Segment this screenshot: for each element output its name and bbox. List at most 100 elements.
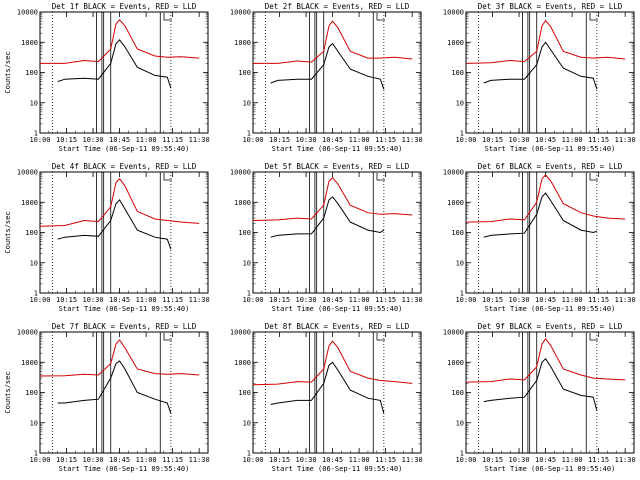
x-tick-label: 10:45 — [322, 296, 343, 304]
panel-title: Det 4f BLACK = Events, RED = LLD — [52, 162, 197, 171]
panel-title: Det 8f BLACK = Events, RED = LLD — [265, 322, 410, 331]
panel-title: Det 6f BLACK = Events, RED = LLD — [478, 162, 623, 171]
y-tick-label: 10000 — [17, 329, 38, 337]
y-tick-label: 100 — [238, 69, 251, 77]
x-tick-label: 11:15 — [588, 136, 609, 144]
detector-panel: Det 4f BLACK = Events, RED = LLD 1 10 100 10… — [4, 162, 210, 313]
events-series-line — [483, 41, 598, 90]
x-axis-label: Start Time (06-Sep-11 09:55:40) — [59, 465, 190, 473]
x-tick-label: 10:45 — [535, 296, 556, 304]
x-axis-label: Start Time (06-Sep-11 09:55:40) — [485, 305, 616, 313]
lld-series-line — [465, 19, 626, 64]
events-series-line — [270, 196, 385, 238]
x-tick-label: 10:00 — [242, 136, 263, 144]
x-tick-label: 11:30 — [402, 456, 423, 464]
y-tick-label: 1000 — [234, 199, 251, 207]
x-tick-label: 10:30 — [509, 136, 530, 144]
y-tick-label: 1 — [247, 290, 251, 298]
x-tick-label: 10:15 — [56, 296, 77, 304]
y-tick-label: 10000 — [443, 329, 464, 337]
events-series-line — [57, 199, 172, 250]
events-series-line — [483, 358, 598, 411]
x-tick-label: 10:15 — [482, 456, 503, 464]
panel-title: Det 5f BLACK = Events, RED = LLD — [265, 162, 410, 171]
panel-title: Det 9f BLACK = Events, RED = LLD — [478, 322, 623, 331]
y-tick-label: 1 — [34, 290, 38, 298]
x-tick-label: 10:15 — [269, 136, 290, 144]
x-axis-label: Start Time (06-Sep-11 09:55:40) — [59, 305, 190, 313]
x-tick-label: 10:30 — [296, 456, 317, 464]
detector-panel: Det 1f BLACK = Events, RED = LLD 1 10 100 10… — [4, 2, 210, 153]
panel-title: Det 3f BLACK = Events, RED = LLD — [478, 2, 623, 11]
bracket-glyph — [163, 333, 172, 341]
y-tick-label: 10 — [243, 259, 251, 267]
x-tick-label: 11:15 — [162, 296, 183, 304]
x-axis-label: Start Time (06-Sep-11 09:55:40) — [485, 145, 616, 153]
y-tick-label: 100 — [238, 389, 251, 397]
detector-panel: Det 3f BLACK = Events, RED = LLD 1 10 100 10… — [443, 2, 636, 153]
x-tick-label: 11:15 — [375, 456, 396, 464]
y-tick-label: 10000 — [230, 329, 251, 337]
x-tick-label: 10:30 — [296, 136, 317, 144]
bracket-glyph — [163, 13, 172, 21]
panel-title: Det 1f BLACK = Events, RED = LLD — [52, 2, 197, 11]
detector-panel: Det 2f BLACK = Events, RED = LLD 1 10 100 10… — [230, 2, 423, 153]
y-tick-label: 100 — [25, 69, 38, 77]
y-axis-label: Counts/sec — [4, 51, 12, 93]
y-tick-label: 100 — [451, 229, 464, 237]
x-tick-label: 11:00 — [136, 296, 157, 304]
x-tick-label: 10:45 — [109, 456, 130, 464]
detector-panel: Det 7f BLACK = Events, RED = LLD 1 10 100 10… — [4, 322, 210, 473]
x-tick-label: 11:15 — [588, 456, 609, 464]
lld-series-line — [39, 177, 200, 227]
y-tick-label: 100 — [451, 389, 464, 397]
y-tick-label: 1 — [460, 450, 464, 458]
events-series-line — [57, 39, 172, 89]
y-tick-label: 10 — [30, 259, 38, 267]
x-tick-label: 10:00 — [29, 136, 50, 144]
x-tick-label: 11:15 — [588, 296, 609, 304]
x-tick-label: 11:00 — [562, 456, 583, 464]
x-tick-label: 10:45 — [322, 456, 343, 464]
x-tick-label: 11:30 — [615, 456, 636, 464]
y-tick-label: 100 — [451, 69, 464, 77]
events-series-line — [270, 42, 385, 90]
x-tick-label: 11:30 — [189, 136, 210, 144]
x-tick-label: 10:30 — [83, 456, 104, 464]
y-tick-label: 1000 — [234, 359, 251, 367]
detector-panel: Det 6f BLACK = Events, RED = LLD 1 10 100 10… — [443, 162, 636, 313]
y-tick-label: 10000 — [17, 169, 38, 177]
lld-series-line — [39, 339, 200, 377]
x-tick-label: 11:00 — [349, 296, 370, 304]
x-tick-label: 10:00 — [455, 136, 476, 144]
y-tick-label: 10 — [456, 99, 464, 107]
y-tick-label: 10 — [456, 419, 464, 427]
x-axis-label: Start Time (06-Sep-11 09:55:40) — [59, 145, 190, 153]
x-axis-label: Start Time (06-Sep-11 09:55:40) — [272, 465, 403, 473]
y-tick-label: 10 — [456, 259, 464, 267]
y-tick-label: 10 — [30, 99, 38, 107]
x-tick-label: 10:15 — [482, 136, 503, 144]
x-tick-label: 10:45 — [535, 456, 556, 464]
bracket-glyph — [163, 173, 172, 181]
bracket-glyph — [589, 333, 598, 341]
x-tick-label: 10:00 — [455, 296, 476, 304]
y-tick-label: 100 — [238, 229, 251, 237]
y-tick-label: 100 — [25, 389, 38, 397]
lld-series-line — [252, 176, 413, 221]
x-tick-label: 10:00 — [242, 296, 263, 304]
x-tick-label: 11:30 — [615, 136, 636, 144]
x-tick-label: 11:30 — [189, 456, 210, 464]
lld-series-line — [253, 20, 413, 64]
y-tick-label: 10000 — [17, 9, 38, 17]
x-tick-label: 11:30 — [615, 296, 636, 304]
y-tick-label: 1000 — [447, 199, 464, 207]
x-axis-label: Start Time (06-Sep-11 09:55:40) — [485, 465, 616, 473]
y-tick-label: 100 — [25, 229, 38, 237]
x-tick-label: 11:00 — [136, 456, 157, 464]
panel-title: Det 2f BLACK = Events, RED = LLD — [265, 2, 410, 11]
bracket-glyph — [376, 333, 385, 341]
y-tick-label: 1000 — [21, 199, 38, 207]
y-axis-label: Counts/sec — [4, 211, 12, 253]
